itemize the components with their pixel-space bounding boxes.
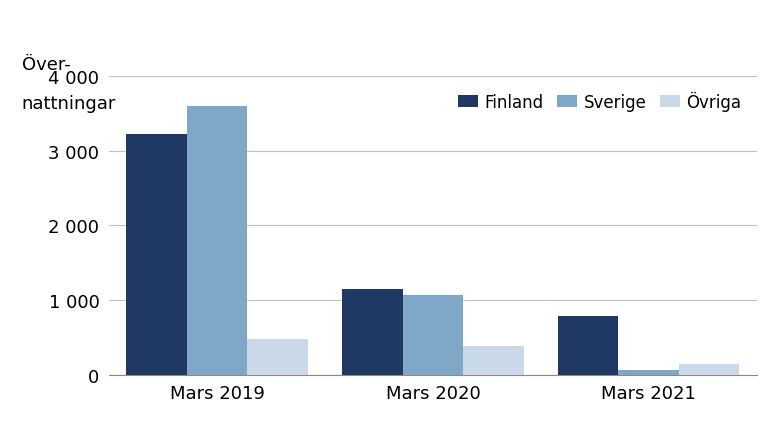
Bar (342, 289, 402, 375)
Bar (679, 364, 739, 375)
Text: nattningar: nattningar (22, 95, 116, 112)
Legend: Finland, Sverige, Övriga: Finland, Sverige, Övriga (452, 85, 748, 118)
Bar (187, 106, 247, 375)
Text: Över-: Över- (22, 56, 70, 74)
Bar (126, 135, 187, 375)
Bar (247, 339, 308, 375)
Bar (619, 370, 679, 375)
Bar (558, 316, 619, 375)
Bar (402, 295, 463, 375)
Bar (463, 346, 523, 375)
